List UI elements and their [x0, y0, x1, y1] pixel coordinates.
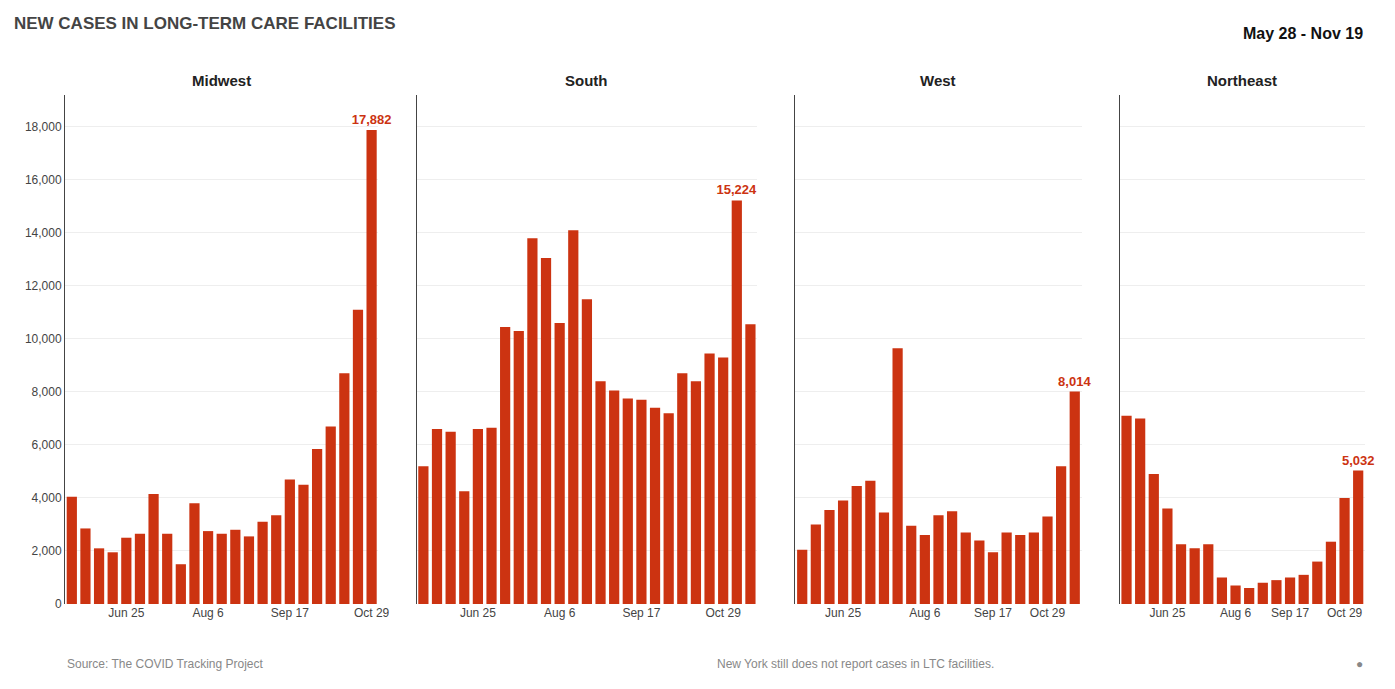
svg-text:16,000: 16,000: [25, 173, 62, 187]
svg-text:Aug 6: Aug 6: [1220, 606, 1252, 620]
svg-text:South: South: [565, 72, 608, 89]
svg-text:New York still does not report: New York still does not report cases in …: [717, 657, 994, 671]
svg-text:Aug 6: Aug 6: [909, 606, 941, 620]
svg-text:Northeast: Northeast: [1207, 72, 1277, 89]
svg-text:Oct 29: Oct 29: [1327, 606, 1363, 620]
svg-text:Source: The COVID Tracking Pro: Source: The COVID Tracking Project: [67, 657, 264, 671]
svg-text:Jun 25: Jun 25: [460, 606, 496, 620]
svg-text:Sep 17: Sep 17: [271, 606, 309, 620]
svg-text:12,000: 12,000: [25, 279, 62, 293]
svg-text:14,000: 14,000: [25, 226, 62, 240]
svg-text:18,000: 18,000: [25, 120, 62, 134]
svg-text:5,032: 5,032: [1342, 453, 1375, 468]
svg-text:15,224: 15,224: [717, 182, 758, 197]
svg-text:8,000: 8,000: [32, 385, 62, 399]
svg-text:2,000: 2,000: [32, 544, 62, 558]
svg-text:6,000: 6,000: [32, 438, 62, 452]
svg-text:Midwest: Midwest: [192, 72, 251, 89]
svg-text:●: ●: [1356, 657, 1363, 671]
svg-text:May 28 - Nov 19: May 28 - Nov 19: [1243, 25, 1363, 42]
svg-text:Jun 25: Jun 25: [825, 606, 861, 620]
svg-text:10,000: 10,000: [25, 332, 62, 346]
svg-text:Oct 29: Oct 29: [1030, 606, 1066, 620]
svg-text:Oct 29: Oct 29: [705, 606, 741, 620]
svg-text:8,014: 8,014: [1058, 374, 1091, 389]
svg-text:Sep 17: Sep 17: [622, 606, 660, 620]
svg-text:Sep 17: Sep 17: [974, 606, 1012, 620]
svg-text:Jun 25: Jun 25: [1149, 606, 1185, 620]
svg-text:0: 0: [55, 597, 62, 611]
svg-text:West: West: [920, 72, 956, 89]
svg-text:Sep 17: Sep 17: [1271, 606, 1309, 620]
svg-text:Aug 6: Aug 6: [544, 606, 576, 620]
svg-text:Oct 29: Oct 29: [354, 606, 390, 620]
svg-text:4,000: 4,000: [32, 491, 62, 505]
svg-text:17,882: 17,882: [352, 112, 392, 127]
svg-text:NEW CASES IN LONG-TERM CARE FA: NEW CASES IN LONG-TERM CARE FACILITIES: [14, 14, 396, 33]
svg-text:Jun 25: Jun 25: [108, 606, 144, 620]
svg-text:Aug 6: Aug 6: [192, 606, 224, 620]
